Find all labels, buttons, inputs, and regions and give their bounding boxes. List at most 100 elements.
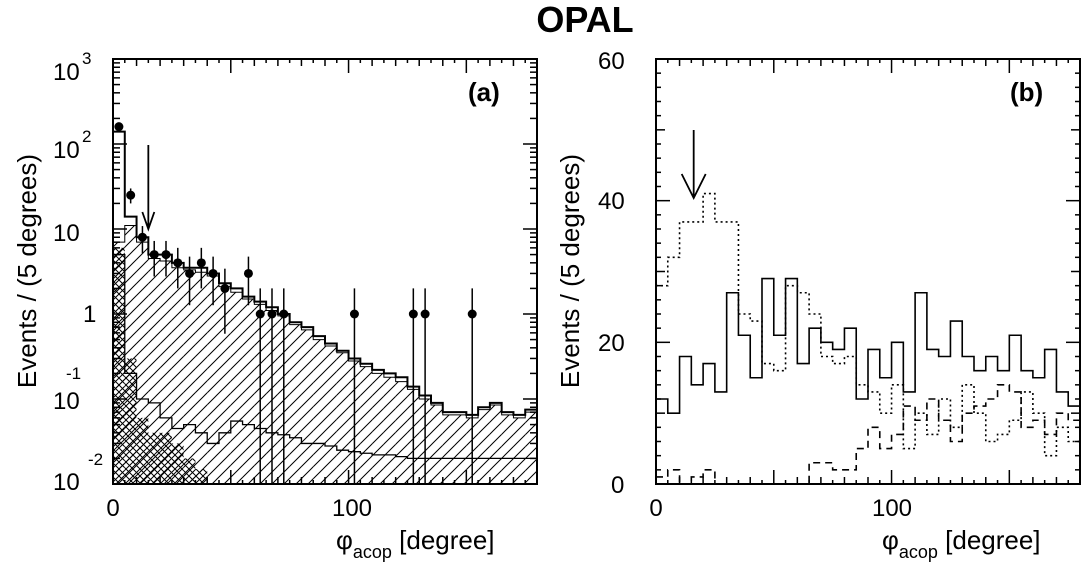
data-point-11 — [255, 309, 265, 319]
hatched-bin-9 — [219, 286, 231, 484]
panel-b-solid-histogram — [656, 277, 1080, 414]
panel-b-xlabel-symbol: φ — [882, 525, 899, 555]
hatched-bin-31 — [478, 409, 490, 484]
hatched-bin-7 — [195, 272, 208, 484]
hatched-bin-3 — [148, 258, 161, 484]
data-point-10 — [243, 268, 253, 278]
panel-a-log-histogram: 10 3 10 2 10 1 10 -1 10 -2 0 100 Events … — [12, 49, 538, 562]
panel-b-xtick-100: 100 — [872, 495, 912, 522]
hatched-bin-28 — [442, 414, 455, 484]
panel-a-ytick-100-exp: 2 — [82, 127, 91, 146]
data-point-2 — [137, 232, 147, 242]
hatched-bin-2 — [136, 242, 149, 484]
panel-a-x-axis-title: φacop [degree] — [336, 525, 495, 562]
panel-a-xlabel-subscript: acop — [353, 542, 392, 562]
hatched-bin-4 — [160, 261, 172, 484]
hatched-bin-1 — [124, 225, 137, 484]
panel-b-y-axis-title: Events / (5 degrees) — [555, 154, 585, 388]
hatched-bin-35 — [525, 412, 537, 484]
panel-a-ytick-1: 1 — [83, 301, 96, 328]
hatched-bin-21 — [360, 366, 373, 484]
experiment-title: OPAL — [536, 0, 633, 40]
panel-b-x-tick-labels: 0 100 — [649, 495, 912, 522]
panel-b-ytick-20: 20 — [598, 330, 625, 357]
panel-b-linear-histogram: 60 40 20 0 0 100 Events / (5 degrees) φa… — [555, 48, 1081, 562]
hatched-bin-27 — [431, 404, 443, 484]
panel-a-ytick-0.01: 10 — [53, 469, 80, 496]
panel-a-xtick-100: 100 — [332, 495, 372, 522]
panel-b-ytick-0: 0 — [611, 472, 624, 499]
panel-b-xlabel-subscript: acop — [899, 542, 938, 562]
panel-b-ytick-40: 40 — [598, 188, 625, 215]
data-point-17 — [467, 309, 477, 319]
data-point-12 — [267, 309, 277, 319]
hatched-bin-0 — [113, 242, 125, 484]
panel-a-x-tick-labels: 0 100 — [106, 495, 372, 522]
panel-b-frame — [655, 58, 1081, 485]
total-outline-line — [112, 130, 538, 484]
hatched-bin-6 — [183, 269, 196, 484]
panel-a-ytick-1000-exp: 3 — [82, 49, 91, 68]
data-point-4 — [161, 250, 171, 260]
panel-a-y-axis-title: Events / (5 degrees) — [12, 154, 42, 388]
panel-a-label: (a) — [468, 77, 500, 107]
data-point-6 — [185, 268, 195, 278]
hatched-bin-5 — [171, 267, 184, 484]
panel-a-thin-outline-histogram — [112, 253, 538, 484]
hatched-bin-24 — [395, 381, 408, 484]
data-point-5 — [173, 258, 183, 268]
hatched-bin-22 — [372, 373, 384, 484]
panel-a-xlabel-symbol: φ — [336, 525, 353, 555]
panel-a-ytick-0.1: 10 — [53, 388, 80, 415]
hatched-bin-18 — [325, 346, 337, 484]
panel-b-dotted-histogram — [656, 192, 1080, 457]
panel-a-ytick-100: 10 — [53, 137, 80, 164]
data-point-9 — [220, 283, 230, 293]
panel-a-ytick-0.1-exp: -1 — [66, 364, 81, 383]
hatched-bin-34 — [513, 417, 526, 484]
panel-b-ticks — [655, 58, 1081, 485]
hatched-bin-10 — [230, 292, 243, 484]
panel-a-cut-arrow — [141, 145, 156, 232]
cut-arrow — [141, 145, 156, 232]
hatched-bin-23 — [383, 377, 396, 484]
panel-a-frame — [112, 58, 538, 485]
cut-arrow — [680, 130, 707, 201]
panel-b-ytick-60: 60 — [598, 48, 625, 75]
panel-a-xtick-0: 0 — [106, 495, 119, 522]
data-point-1 — [126, 190, 136, 200]
dotted-line — [656, 192, 1080, 457]
hatched-bin-15 — [289, 324, 302, 484]
panel-b-xlabel-rest: [degree] — [938, 525, 1041, 555]
solid-line — [656, 277, 1080, 414]
panel-b-label: (b) — [1010, 77, 1043, 107]
hatched-bin-32 — [489, 404, 502, 484]
panel-a-data-points — [114, 122, 477, 484]
panel-b-xtick-0: 0 — [649, 495, 662, 522]
panel-b-cut-arrow — [680, 130, 707, 201]
data-point-13 — [279, 309, 289, 319]
hatched-bin-29 — [454, 414, 467, 484]
data-point-7 — [196, 258, 206, 268]
panel-a-ytick-10: 10 — [53, 220, 80, 247]
hatched-bin-19 — [336, 352, 349, 484]
hatched-bin-17 — [313, 339, 325, 484]
hatched-bin-11 — [242, 299, 255, 484]
data-point-0 — [114, 122, 124, 132]
hatched-bin-8 — [207, 275, 219, 484]
panel-a-xlabel-rest: [degree] — [392, 525, 495, 555]
hatched-bin-16 — [301, 329, 314, 484]
panel-a-ytick-1000: 10 — [53, 59, 80, 86]
thin-outline-line — [112, 253, 538, 484]
data-point-14 — [349, 309, 359, 319]
panel-b-y-tick-labels: 60 40 20 0 — [598, 48, 625, 499]
panel-a-ytick-0.01-exp: -2 — [88, 450, 103, 469]
panel-a-y-tick-labels: 10 3 10 2 10 1 10 -1 10 -2 — [53, 49, 103, 496]
data-point-15 — [408, 309, 418, 319]
data-point-3 — [149, 250, 159, 260]
data-point-16 — [420, 309, 430, 319]
panel-b-x-axis-title: φacop [degree] — [882, 525, 1041, 562]
panel-a-total-outline-histogram — [112, 130, 538, 484]
hatched-bin-33 — [501, 414, 514, 484]
